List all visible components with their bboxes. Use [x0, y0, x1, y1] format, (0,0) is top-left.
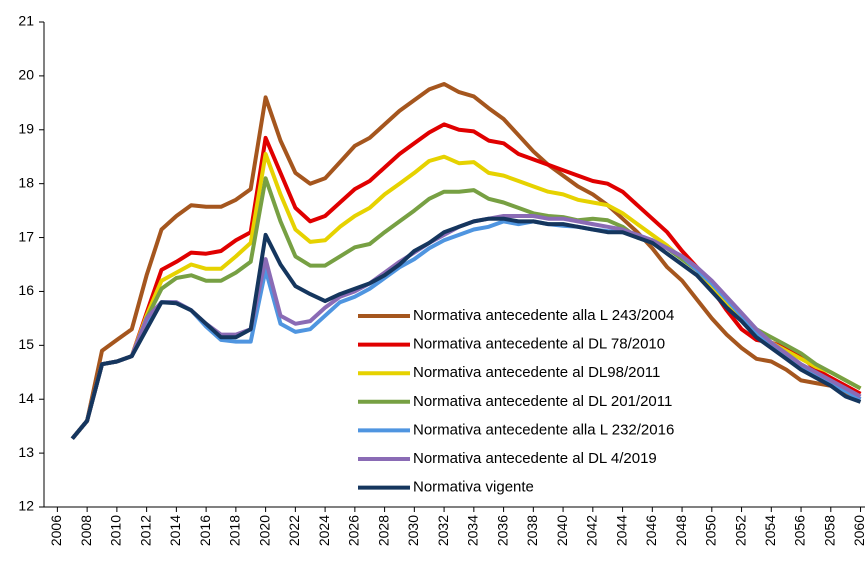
- x-tick-label: 2032: [435, 515, 451, 546]
- x-tick-label: 2030: [405, 515, 421, 546]
- x-tick-label: 2016: [197, 515, 213, 546]
- y-tick-label: 15: [18, 336, 34, 352]
- y-tick-label: 13: [18, 444, 34, 460]
- x-tick-label: 2050: [703, 515, 719, 546]
- series-line: [70, 82, 862, 440]
- x-tick-label: 2020: [256, 515, 272, 546]
- x-tick-label: 2046: [643, 515, 659, 546]
- x-tick-label: 2022: [286, 515, 302, 546]
- legend-label: Normativa antecedente al DL98/2011: [413, 364, 660, 381]
- y-tick-label: 17: [18, 228, 34, 244]
- x-tick-label: 2044: [613, 515, 629, 546]
- x-tick-label: 2048: [673, 515, 689, 546]
- legend-label: Normativa antecedente alla L 232/2016: [413, 421, 674, 438]
- y-tick-label: 19: [18, 120, 34, 136]
- x-tick-label: 2034: [465, 515, 481, 546]
- series-line: [70, 122, 862, 440]
- legend-label: Normativa antecedente al DL 201/2011: [413, 393, 672, 410]
- y-tick-label: 21: [18, 13, 34, 29]
- series-line: [70, 216, 862, 440]
- legend-label: Normativa antecedente al DL 4/2019: [413, 450, 657, 467]
- x-tick-label: 2054: [762, 515, 778, 546]
- x-tick-label: 2024: [316, 515, 332, 546]
- x-tick-label: 2056: [792, 515, 808, 546]
- legend-label: Normativa antecedente alla L 243/2004: [413, 307, 674, 324]
- x-tick-label: 2010: [108, 515, 124, 546]
- x-tick-label: 2040: [554, 515, 570, 546]
- x-tick-label: 2038: [524, 515, 540, 546]
- y-tick-label: 12: [18, 498, 34, 514]
- x-tick-label: 2018: [227, 515, 243, 546]
- x-tick-label: 2052: [732, 515, 748, 546]
- legend-label: Normativa vigente: [413, 479, 534, 496]
- x-tick-label: 2042: [584, 515, 600, 546]
- x-tick-label: 2012: [137, 515, 153, 546]
- y-tick-label: 18: [18, 174, 34, 190]
- y-tick-label: 16: [18, 282, 34, 298]
- x-tick-label: 2028: [375, 515, 391, 546]
- x-tick-label: 2006: [48, 515, 64, 546]
- y-tick-label: 14: [18, 390, 34, 406]
- x-tick-label: 2036: [494, 515, 510, 546]
- x-tick-label: 2060: [851, 515, 865, 546]
- x-tick-label: 2058: [821, 515, 837, 546]
- legend-label: Normativa antecedente al DL 78/2010: [413, 336, 665, 353]
- x-tick-label: 2026: [346, 515, 362, 546]
- y-tick-label: 20: [18, 67, 34, 83]
- x-tick-label: 2008: [78, 515, 94, 546]
- x-tick-label: 2014: [167, 515, 183, 546]
